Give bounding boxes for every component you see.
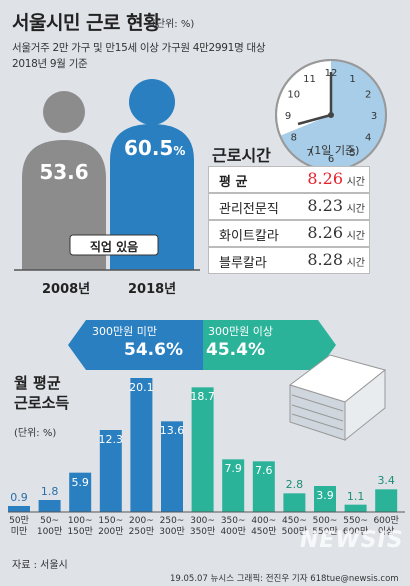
money-stack-icon	[288, 354, 387, 442]
bar-value-label: 1.1	[346, 489, 365, 503]
bar	[283, 493, 306, 512]
hours-row-value: 8.26	[307, 223, 343, 242]
hours-row-value: 8.23	[307, 196, 343, 215]
chart-unit: (단위: %)	[14, 428, 57, 439]
banner-left-label: 300만원 미만	[92, 325, 157, 338]
hours-row-unit: 시간	[346, 204, 365, 215]
clock-number: 1	[349, 74, 355, 85]
banner-right-pct: 45.4%	[206, 340, 265, 360]
clock-number: 9	[285, 111, 291, 122]
year-2018: 2018년	[128, 282, 177, 297]
bar	[222, 459, 245, 512]
clock-number: 4	[365, 133, 371, 144]
hours-title: 근로시간	[212, 146, 271, 165]
bar-value-label: 7.6	[255, 464, 273, 478]
subtitle-scope: 서울거주 2만 가구 및 만15세 이상 가구원 4만2991명 대상	[12, 42, 266, 54]
banner-right-label: 300만원 이상	[208, 325, 273, 338]
bar-value-label: 13.6	[159, 424, 185, 438]
clock-number: 3	[371, 111, 377, 122]
bar	[38, 500, 61, 512]
title-unit: (단위: %)	[152, 19, 195, 30]
employed-label: 직업 있음	[89, 240, 139, 254]
category-label: 50~ 100만	[36, 516, 63, 537]
bar	[130, 378, 153, 512]
bar-value-label: 18.7	[190, 390, 215, 404]
banner-left-shape	[68, 320, 203, 370]
bar	[252, 461, 275, 512]
clock-number: 6	[328, 154, 334, 165]
person-2018	[110, 79, 194, 270]
bar	[191, 387, 214, 512]
hours-row-label: 화이트칼라	[219, 229, 279, 244]
bar-value-label: 7.9	[224, 462, 242, 476]
bar	[99, 430, 122, 512]
clock-number: 2	[365, 90, 371, 101]
bar	[314, 486, 336, 512]
chart-title-line1: 월 평균	[14, 374, 61, 392]
hours-row-label: 블루칼라	[219, 256, 267, 271]
category-label: 100~ 150만	[67, 516, 93, 537]
value-2018: 60.5%	[124, 136, 186, 160]
category-label: 300~ 350만	[189, 516, 216, 537]
hours-row-value: 8.26	[307, 169, 343, 188]
hours-row: 화이트칼라 8.26 시간	[208, 220, 370, 247]
page-title: 서울시민 근로 현황	[12, 12, 161, 34]
value-2008: 53.6	[39, 160, 89, 184]
clock-number: 10	[287, 90, 300, 101]
bar-value-label: 1.8	[40, 485, 59, 498]
clock-number: 7	[306, 148, 312, 159]
hours-row-label: 평 균	[219, 175, 248, 190]
chart-title-line2: 근로소득	[14, 394, 70, 412]
bar	[375, 489, 398, 512]
bar	[69, 472, 92, 512]
year-2008: 2008년	[42, 282, 91, 297]
source-note: 자료 : 서울시	[12, 560, 68, 571]
hours-row: 평 균 8.26 시간	[208, 166, 370, 193]
bar-value-label: 0.9	[10, 491, 28, 504]
bar-value-label: 20.1	[129, 381, 154, 394]
bar-value-label: 3.9	[316, 489, 334, 502]
banner-left-pct: 54.6%	[124, 340, 183, 360]
bar-value-label: 2.8	[285, 478, 304, 492]
employed-label-box	[69, 234, 159, 256]
hours-row-unit: 시간	[346, 258, 365, 269]
category-label: 550~ 600만	[342, 516, 369, 537]
category-label: 600만 이상	[373, 516, 399, 537]
hours-row-unit: 시간	[346, 177, 365, 188]
bar-value-label: 3.4	[377, 474, 395, 488]
bar	[161, 421, 183, 512]
category-label: 200~ 250만	[128, 516, 155, 537]
bar	[8, 506, 30, 512]
category-label: 250~ 300만	[159, 516, 185, 537]
clock-number: 8	[291, 133, 297, 144]
hours-row-value: 8.28	[307, 250, 343, 269]
category-label: 500~ 550만	[312, 516, 338, 537]
bar	[344, 504, 367, 512]
clock-number: 5	[349, 148, 355, 159]
category-label: 450~ 500만	[281, 516, 308, 537]
category-label: 50만 미만	[9, 516, 29, 537]
bar-value-label: 12.3	[98, 433, 124, 446]
subtitle-date: 2018년 9월 기준	[12, 58, 88, 70]
hours-row-unit: 시간	[346, 231, 365, 242]
category-label: 400~ 450만	[251, 516, 277, 537]
hours-row-label: 관리전문직	[219, 202, 279, 217]
hours-row: 블루칼라 8.28 시간	[208, 247, 370, 274]
bar-value-label: 5.9	[71, 475, 89, 489]
clock-icon: 121234567891011	[275, 59, 387, 171]
clock-label: (1일 기준)	[310, 144, 360, 157]
credit-line: 19.05.07 뉴시스 그래픽: 전진우 기자 618tue@newsis.c…	[170, 574, 399, 584]
watermark-logo: NEWSIS	[300, 528, 404, 553]
category-label: 350~ 400만	[220, 516, 246, 537]
banner-right-shape	[203, 320, 336, 370]
clock-number: 11	[303, 74, 316, 85]
category-label: 150~ 200만	[98, 516, 124, 537]
hours-row: 관리전문직 8.23 시간	[208, 193, 370, 220]
